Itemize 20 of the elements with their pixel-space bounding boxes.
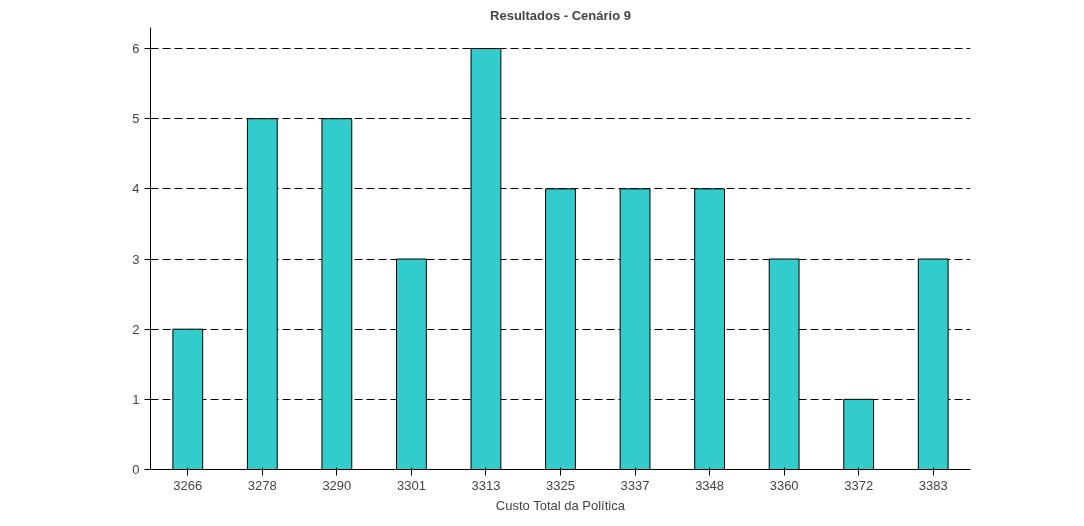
chart-title: Resultados - Cenário 9 xyxy=(490,7,631,23)
y-tick-label: 3 xyxy=(132,251,140,267)
x-tick-label: 3290 xyxy=(322,477,352,493)
x-tick-label: 3266 xyxy=(173,477,203,493)
x-tick-label: 3325 xyxy=(546,477,575,493)
x-tick-label: 3278 xyxy=(247,477,277,493)
y-tick-label: 5 xyxy=(132,111,140,127)
x-tick-label: 3348 xyxy=(695,477,725,493)
x-tick-label: 3313 xyxy=(471,477,501,493)
y-tick-label: 6 xyxy=(132,41,140,57)
y-tick-label: 1 xyxy=(132,391,140,407)
x-tick-label: 3360 xyxy=(769,477,799,493)
x-tick-label: 3372 xyxy=(844,477,874,493)
x-tick-label: 3301 xyxy=(396,477,426,493)
x-tick-label: 3383 xyxy=(918,477,948,493)
x-tick-label: 3337 xyxy=(620,477,650,493)
y-tick-label: 0 xyxy=(132,462,140,477)
y-tick-label: 4 xyxy=(132,181,140,197)
x-axis-title: Custo Total da Política xyxy=(495,497,626,513)
y-tick-label: 2 xyxy=(132,321,140,337)
